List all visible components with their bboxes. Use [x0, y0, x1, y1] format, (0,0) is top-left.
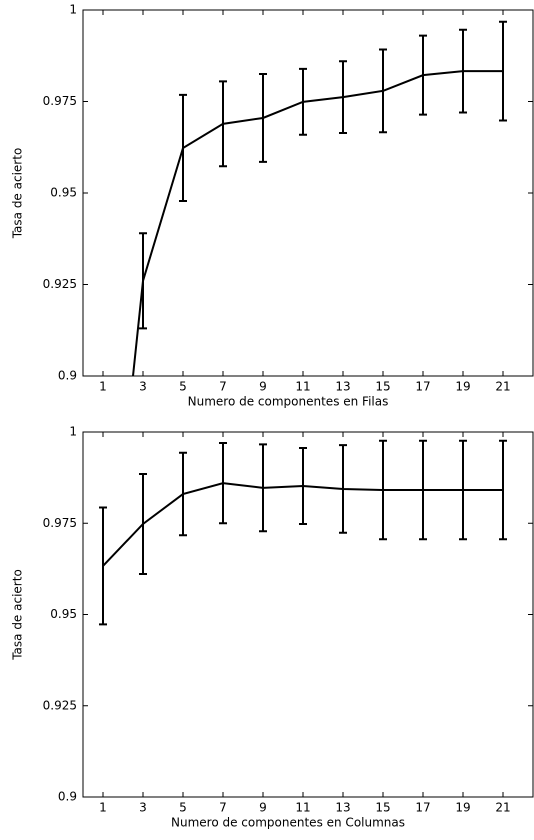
x-tick-label: 21: [495, 801, 510, 815]
x-tick-label: 15: [375, 801, 390, 815]
x-tick-label: 15: [375, 380, 390, 394]
x-tick-label: 3: [139, 801, 147, 815]
error-bar: [419, 34, 427, 116]
error-bar: [419, 439, 427, 541]
y-tick-label: 0.975: [43, 516, 77, 530]
plot-content: [99, 439, 507, 626]
x-tick-label: 11: [295, 380, 310, 394]
x-tick-label: 19: [455, 380, 470, 394]
error-bar: [139, 472, 147, 575]
x-tick-label: 13: [335, 380, 350, 394]
error-bar: [259, 73, 267, 163]
y-tick-label: 1: [69, 3, 77, 17]
x-axis-label: Numero de componentes en Filas: [188, 395, 389, 409]
error-bar: [339, 60, 347, 134]
error-bar: [139, 232, 147, 330]
y-axis-label: Tasa de acierto: [11, 569, 25, 661]
y-tick-label: 0.975: [43, 94, 77, 108]
plot-content: [131, 20, 507, 376]
x-tick-label: 9: [259, 801, 267, 815]
error-bar: [299, 447, 307, 525]
error-bar: [219, 80, 227, 168]
x-tick-label: 5: [179, 801, 187, 815]
error-bar: [499, 20, 507, 122]
y-tick-label: 0.925: [43, 277, 77, 291]
x-axis-label: Numero de componentes en Columnas: [171, 816, 405, 830]
x-tick-label: 1: [99, 801, 107, 815]
y-tick-label: 0.95: [50, 607, 77, 621]
y-tick-label: 0.925: [43, 698, 77, 712]
x-tick-label: 13: [335, 801, 350, 815]
y-tick-label: 0.9: [58, 369, 77, 383]
y-axis-label: Tasa de acierto: [11, 148, 25, 240]
error-bar: [339, 444, 347, 534]
x-tick-label: 19: [455, 801, 470, 815]
x-tick-label: 7: [219, 801, 227, 815]
error-bar: [259, 443, 267, 533]
x-tick-label: 9: [259, 380, 267, 394]
error-bar: [179, 451, 187, 537]
x-tick-label: 7: [219, 380, 227, 394]
error-bar: [179, 93, 187, 203]
plot-frame: [82, 9, 534, 377]
x-tick-label: 17: [415, 380, 430, 394]
error-bar: [299, 67, 307, 136]
error-bar: [499, 439, 507, 541]
error-bar: [459, 439, 467, 541]
y-tick-label: 1: [69, 425, 77, 439]
x-tick-label: 1: [99, 380, 107, 394]
error-bar: [219, 441, 227, 525]
y-tick-label: 0.95: [50, 186, 77, 200]
x-tick-label: 11: [295, 801, 310, 815]
x-tick-label: 21: [495, 380, 510, 394]
error-bar: [379, 439, 387, 541]
error-bar: [459, 28, 467, 114]
x-tick-label: 17: [415, 801, 430, 815]
error-bar: [379, 48, 387, 134]
y-tick-label: 0.9: [58, 790, 77, 804]
error-bar: [99, 506, 107, 626]
data-line: [131, 70, 503, 376]
x-tick-label: 5: [179, 380, 187, 394]
x-tick-label: 3: [139, 380, 147, 394]
